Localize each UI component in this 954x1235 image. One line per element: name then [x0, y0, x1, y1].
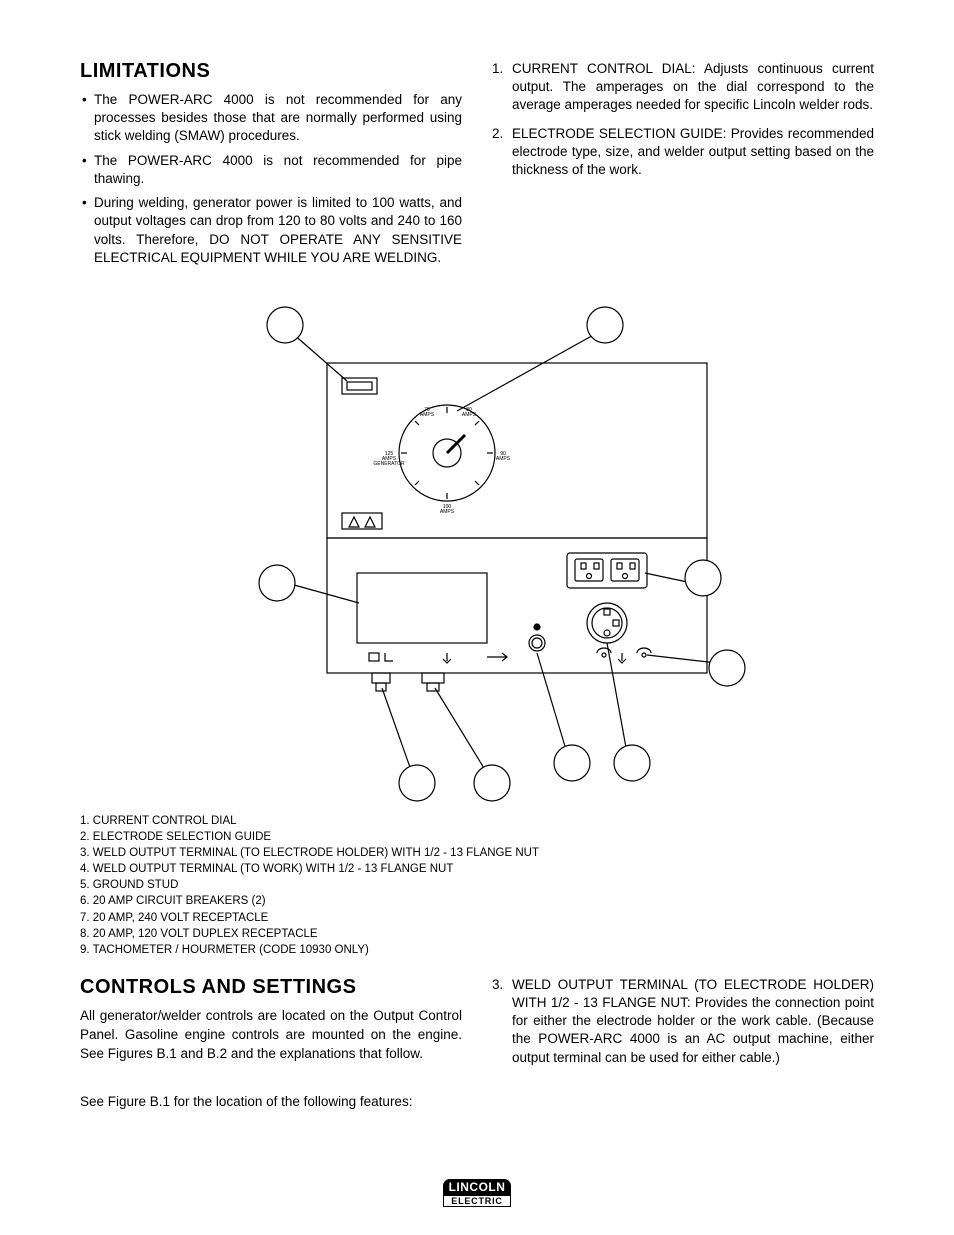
- list-item: 1.CURRENT CONTROL DIAL: Adjusts continuo…: [512, 60, 874, 115]
- legend-item: 3. WELD OUTPUT TERMINAL (TO ELECTRODE HO…: [80, 845, 874, 861]
- legend-item: 7. 20 AMP, 240 VOLT RECEPTACLE: [80, 910, 874, 926]
- legend-item: 5. GROUND STUD: [80, 877, 874, 893]
- controls-paragraph: All generator/welder controls are locate…: [80, 1007, 462, 1064]
- limitation-item: The POWER-ARC 4000 is not recommended fo…: [94, 91, 462, 146]
- right-col-bottom: 3. WELD OUTPUT TERMINAL (TO ELECTRODE HOL…: [492, 976, 874, 1127]
- control-panel-diagram: 70AMPS 80AMPS 125AMPSGENERATOR 90AMPS 10…: [197, 283, 757, 803]
- item-text: WELD OUTPUT TERMINAL (TO ELECTRODE HOLDE…: [512, 977, 874, 1065]
- controls-paragraph-2: See Figure B.1 for the location of the f…: [80, 1093, 462, 1112]
- logo-bottom-text: ELECTRIC: [443, 1195, 512, 1207]
- svg-text:100AMPS: 100AMPS: [440, 504, 455, 515]
- right-col-top: 1. CURRENT CONTROL DIAL: Adjusts continuo…: [492, 60, 874, 273]
- list-item: 2.ELECTRODE SELECTION GUIDE: Provides re…: [512, 125, 874, 180]
- legend-item: 8. 20 AMP, 120 VOLT DUPLEX RECEPTACLE: [80, 926, 874, 942]
- figure-legend: 1. CURRENT CONTROL DIAL 2. ELECTRODE SEL…: [80, 813, 874, 958]
- logo-top-text: LINCOLN: [443, 1179, 512, 1195]
- limitations-heading: LIMITATIONS: [80, 60, 462, 83]
- limitation-item: The POWER-ARC 4000 is not recommended fo…: [94, 152, 462, 188]
- legend-item: 6. 20 AMP CIRCUIT BREAKERS (2): [80, 893, 874, 909]
- legend-item: 2. ELECTRODE SELECTION GUIDE: [80, 829, 874, 845]
- top-columns: LIMITATIONS The POWER-ARC 4000 is not re…: [80, 60, 874, 273]
- svg-text:70AMPS: 70AMPS: [420, 407, 435, 418]
- item-number: 2.: [492, 125, 503, 143]
- left-col-bottom: CONTROLS AND SETTINGS All generator/weld…: [80, 976, 462, 1127]
- legend-item: 1. CURRENT CONTROL DIAL: [80, 813, 874, 829]
- limitations-list: The POWER-ARC 4000 is not recommended fo…: [80, 91, 462, 267]
- svg-text:125AMPSGENERATOR: 125AMPSGENERATOR: [373, 451, 405, 467]
- legend-item: 9. TACHOMETER / HOURMETER (CODE 10930 ON…: [80, 942, 874, 958]
- control-panel-figure: 70AMPS 80AMPS 125AMPSGENERATOR 90AMPS 10…: [80, 283, 874, 803]
- footer-logo-wrap: LINCOLN ELECTRIC: [0, 1179, 954, 1207]
- limitation-item: During welding, generator power is limit…: [94, 194, 462, 267]
- controls-heading: CONTROLS AND SETTINGS: [80, 976, 462, 999]
- item-text: CURRENT CONTROL DIAL: Adjusts continuous…: [512, 61, 874, 112]
- item-number: 3.: [492, 976, 503, 994]
- bottom-columns: CONTROLS AND SETTINGS All generator/weld…: [80, 976, 874, 1127]
- list-item: 3.WELD OUTPUT TERMINAL (TO ELECTRODE HOL…: [512, 976, 874, 1067]
- lincoln-electric-logo: LINCOLN ELECTRIC: [443, 1179, 512, 1207]
- item-number: 1.: [492, 60, 503, 78]
- legend-item: 4. WELD OUTPUT TERMINAL (TO WORK) WITH 1…: [80, 861, 874, 877]
- feature-list-bottom: 3. WELD OUTPUT TERMINAL (TO ELECTRODE HOL…: [492, 976, 874, 1067]
- svg-text:90AMPS: 90AMPS: [496, 451, 511, 462]
- left-col-top: LIMITATIONS The POWER-ARC 4000 is not re…: [80, 60, 462, 273]
- feature-list-top: 1. CURRENT CONTROL DIAL: Adjusts continuo…: [492, 60, 874, 179]
- item-text: ELECTRODE SELECTION GUIDE: Provides reco…: [512, 126, 874, 177]
